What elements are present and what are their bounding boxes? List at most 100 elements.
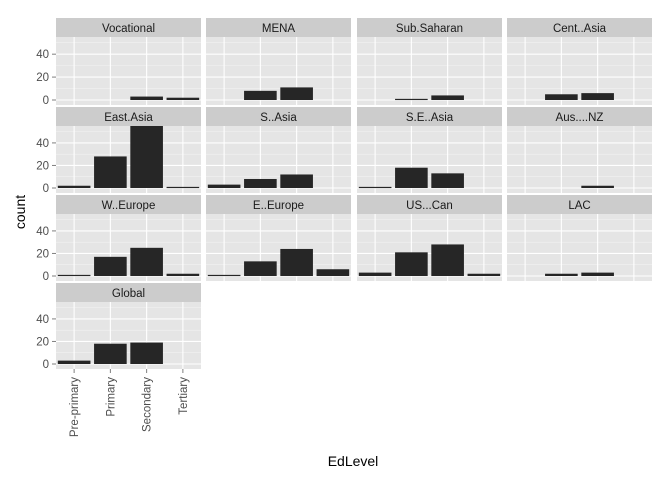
bar-global-secondary [130,342,163,364]
y-tick-label: 0 [43,95,49,107]
facet-strip [56,107,201,126]
facet-strip [507,107,652,126]
bar-s-asia-secondary [280,174,313,188]
y-tick-label: 40 [36,138,49,150]
facet-panel-s-asia: S..Asia [206,107,351,193]
panel-background [206,126,351,193]
y-tick-label: 40 [36,314,49,326]
bar-sub-saharan-secondary [431,95,464,100]
bar-s-e-asia-secondary [431,173,464,188]
bar-w-europe-tertiary [166,273,200,276]
facet-strip-label: Vocational [102,23,155,35]
facet-panel-us-can: US...Can [357,195,502,281]
panel-background [56,126,201,193]
facet-strip-label: Cent..Asia [553,23,607,35]
facet-panel-vocational: Vocational 0 20 40 [36,18,201,107]
panel-background [507,126,652,193]
y-axis-title: count [12,195,28,229]
facet-panel-cent-asia: Cent..Asia [507,18,652,105]
bar-us-can-primary [395,252,428,276]
facet-panel-east-asia: East.Asia 0 20 40 [36,107,201,195]
bar-east-asia-secondary [130,126,163,188]
bar-e-europe-pre-primary [207,274,241,277]
panel-background [507,37,652,105]
y-tick-label: 20 [36,248,49,260]
panel-background [56,214,201,281]
bar-vocational-tertiary [166,97,200,100]
x-tick-label: Pre-primary [69,377,81,437]
facet-strip [507,18,652,37]
facet-panel-mena: MENA [206,18,351,105]
facet-strip-label: W..Europe [102,200,156,212]
bar-e-europe-secondary [280,248,313,276]
y-tick-label: 40 [36,49,49,61]
facet-strip-label: Global [112,288,145,300]
bar-mena-secondary [280,87,313,100]
panel-background [56,302,201,369]
panel-background [357,37,502,105]
bar-sub-saharan-primary [395,98,428,101]
bar-s-e-asia-pre-primary [358,186,392,189]
bar-cent-asia-primary [545,94,578,100]
facet-strip-label: Aus....NZ [556,112,604,124]
bar-us-can-pre-primary [358,272,392,276]
facet-strip [357,195,502,214]
facet-strip-label: S.E..Asia [406,112,454,124]
facet-panel-s-e-asia: S.E..Asia [357,107,502,193]
y-tick-label: 20 [36,72,49,84]
facet-strip-label: MENA [262,23,296,35]
bar-s-e-asia-primary [395,167,428,188]
facet-strip [206,107,351,126]
bar-lac-primary [545,273,578,276]
facet-strip [56,283,201,302]
panel-background [507,214,652,281]
bar-global-primary [94,343,127,364]
facet-strip [56,18,201,37]
facet-strip [357,107,502,126]
panel-background [357,214,502,281]
bar-s-asia-primary [244,178,277,188]
bar-mena-primary [244,90,277,100]
bar-lac-secondary [581,272,614,276]
bar-us-can-tertiary [467,273,501,276]
facet-strip-label: East.Asia [104,112,153,124]
facet-strip-label: S..Asia [260,112,297,124]
y-tick-label: 20 [36,336,49,348]
bar-east-asia-tertiary [166,186,200,189]
y-tick-label: 40 [36,226,49,238]
bar-s-asia-pre-primary [207,184,241,188]
bar-global-pre-primary [57,360,91,364]
x-tick-label: Primary [105,377,117,417]
facet-strip [56,195,201,214]
panel-background [56,37,201,105]
y-tick-label: 0 [43,183,49,195]
facet-strip [357,18,502,37]
x-axis-title: EdLevel [328,453,379,469]
panel-background [357,126,502,193]
facet-panel-sub-saharan: Sub.Saharan [357,18,502,105]
facet-panel-e-europe: E..Europe [206,195,351,281]
facet-strip-label: Sub.Saharan [396,23,463,35]
bar-east-asia-pre-primary [57,185,91,188]
facet-strip [206,195,351,214]
bar-w-europe-secondary [130,247,163,276]
facet-strip [206,18,351,37]
y-tick-label: 20 [36,160,49,172]
bar-cent-asia-secondary [581,93,614,100]
facet-panel-global: Global 0 20 40 Pre-primary Primary Secondary Te… [36,283,201,437]
bar-e-europe-primary [244,261,277,276]
bar-vocational-secondary [130,96,163,100]
x-tick-label: Secondary [142,377,154,432]
facet-panel-w-europe: W..Europe 0 20 40 [36,195,201,283]
bar-w-europe-primary [94,256,127,276]
facet-panels: Vocational 0 20 40 MENA Sub.Saharan Cent..Asia… [36,18,652,437]
y-tick-label: 0 [43,359,49,371]
bar-e-europe-tertiary [316,269,350,276]
bar-east-asia-primary [94,156,127,188]
bar-w-europe-pre-primary [57,274,91,277]
facet-strip-label: US...Can [406,200,453,212]
facet-panel-aus-nz: Aus....NZ [507,107,652,193]
bar-us-can-secondary [431,244,464,276]
facet-strip-label: LAC [568,200,590,212]
